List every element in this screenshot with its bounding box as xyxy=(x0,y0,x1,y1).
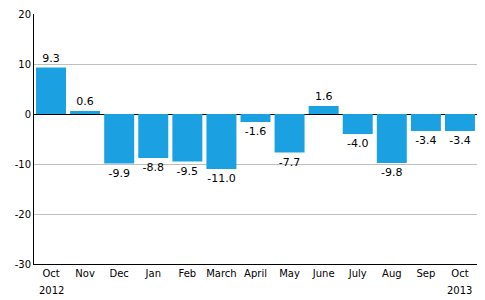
svg-text:20: 20 xyxy=(18,9,31,20)
svg-text:-1.6: -1.6 xyxy=(245,125,266,138)
svg-text:-10: -10 xyxy=(15,159,31,170)
svg-text:-3.4: -3.4 xyxy=(415,134,436,147)
svg-text:2012: 2012 xyxy=(39,285,64,296)
svg-text:April: April xyxy=(244,268,267,279)
svg-text:1.6: 1.6 xyxy=(315,90,333,103)
svg-text:June: June xyxy=(312,268,335,279)
svg-text:-11.0: -11.0 xyxy=(207,172,235,185)
svg-text:9.3: 9.3 xyxy=(42,52,60,65)
svg-text:Feb: Feb xyxy=(178,268,196,279)
svg-text:Sep: Sep xyxy=(416,268,435,279)
svg-text:0: 0 xyxy=(25,109,31,120)
svg-text:2013: 2013 xyxy=(447,285,472,296)
svg-text:Aug: Aug xyxy=(382,268,402,279)
svg-text:July: July xyxy=(348,268,367,279)
svg-text:Oct: Oct xyxy=(451,268,468,279)
svg-text:Jan: Jan xyxy=(145,268,161,279)
svg-text:-8.8: -8.8 xyxy=(143,161,164,174)
svg-text:March: March xyxy=(206,268,236,279)
svg-text:May: May xyxy=(279,268,300,279)
svg-text:-3.4: -3.4 xyxy=(449,134,470,147)
svg-text:-7.7: -7.7 xyxy=(279,156,300,169)
svg-text:Nov: Nov xyxy=(75,268,95,279)
svg-text:-4.0: -4.0 xyxy=(347,137,368,150)
svg-text:-9.9: -9.9 xyxy=(108,167,129,180)
svg-text:Dec: Dec xyxy=(110,268,129,279)
svg-text:-9.8: -9.8 xyxy=(381,166,402,179)
svg-text:-30: -30 xyxy=(15,259,31,270)
svg-text:0.6: 0.6 xyxy=(76,95,94,108)
svg-text:-20: -20 xyxy=(15,209,31,220)
svg-text:Oct: Oct xyxy=(42,268,59,279)
svg-text:10: 10 xyxy=(18,59,31,70)
svg-text:-9.5: -9.5 xyxy=(177,165,198,178)
